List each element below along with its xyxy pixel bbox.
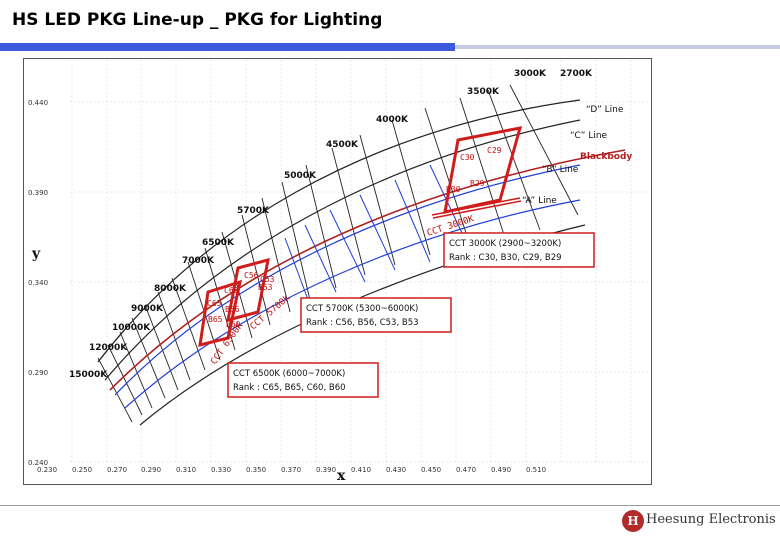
cct-label: 5700K: [237, 206, 270, 216]
rank-label: C60: [224, 286, 239, 295]
rank-label: C30: [460, 153, 475, 162]
a-line-label: “A” Line: [522, 196, 557, 206]
cct-label: 9000K: [131, 304, 164, 314]
title-underline-bar: [0, 43, 455, 51]
highlight-boxes: [198, 126, 523, 348]
cct-label: 2700K: [560, 69, 593, 79]
cct-label: 7000K: [182, 256, 215, 266]
x-tick-labels: 0.230 0.250 0.270 0.290 0.310 0.330 0.35…: [37, 466, 546, 474]
rank-label: B65: [208, 315, 223, 324]
d-line-label: “D” Line: [586, 105, 624, 115]
y-tick-labels: 0.440 0.390 0.340 0.290 0.240: [28, 99, 48, 467]
callout-line: CCT 5700K (5300~6000K): [306, 304, 418, 314]
callout-cct5700: CCT 5700K (5300~6000K) Rank : C56, B56, …: [300, 297, 452, 333]
rank-label: B60: [226, 320, 241, 329]
x-tick: 0.290: [141, 466, 161, 474]
callout-cct3000: CCT 3000K (2900~3200K) Rank : C30, B30, …: [443, 232, 595, 268]
rank-label: B30: [446, 185, 461, 194]
cct-label: 3500K: [467, 87, 500, 97]
x-tick: 0.330: [211, 466, 231, 474]
x-tick: 0.430: [386, 466, 406, 474]
highlight-pointer-lines: [431, 197, 522, 219]
company-name: Heesung Electronis: [646, 512, 776, 527]
rank-label: C65: [207, 299, 222, 308]
bin-grid: [284, 164, 471, 306]
title-underline-bar-light: [455, 45, 780, 49]
callout-cct6500: CCT 6500K (6000~7000K) Rank : C65, B65, …: [227, 362, 379, 398]
footer-divider: [0, 505, 780, 506]
y-tick: 0.240: [28, 459, 48, 467]
y-tick: 0.290: [28, 369, 48, 377]
cct-label: 15000K: [69, 370, 108, 380]
rank-label: B53: [258, 283, 273, 292]
cct-label: 4000K: [376, 115, 409, 125]
cct-label: 12000K: [89, 343, 128, 353]
page-title: HS LED PKG Line-up _ PKG for Lighting: [12, 10, 383, 30]
cct-label: 10000K: [112, 323, 151, 333]
cct-label: 8000K: [154, 284, 187, 294]
b-line-label: “B” Line: [542, 165, 579, 175]
x-tick: 0.250: [72, 466, 92, 474]
y-tick: 0.390: [28, 189, 48, 197]
x-tick: 0.310: [176, 466, 196, 474]
cct3000-bin-box: [443, 126, 523, 214]
cct-label: 3000K: [514, 69, 547, 79]
x-tick: 0.350: [246, 466, 266, 474]
x-tick: 0.390: [316, 466, 336, 474]
y-axis-label: y: [31, 246, 41, 262]
x-axis-label: x: [337, 468, 346, 484]
blackbody-curve: [109, 149, 626, 391]
callout-line: Rank : C65, B65, C60, B60: [233, 383, 346, 393]
rank-label: B29: [470, 179, 485, 188]
x-tick: 0.490: [491, 466, 511, 474]
rank-label: C56: [244, 271, 259, 280]
cct-label: 5000K: [284, 171, 317, 181]
cct6500-bin-box: [198, 279, 243, 348]
x-tick: 0.230: [37, 466, 57, 474]
rank-label: C29: [487, 146, 502, 155]
rank-labels: C30 C29 B30 B29 C56 C53 C60 B53 C65 B56 …: [207, 146, 502, 329]
x-tick: 0.410: [351, 466, 371, 474]
callout-line: Rank : C30, B30, C29, B29: [449, 253, 562, 263]
callout-line: CCT 6500K (6000~7000K): [233, 369, 345, 379]
cct-labels: 2700K 3000K 3500K 4000K 4500K 5000K 5700…: [69, 69, 593, 380]
rank-label: B56: [225, 305, 240, 314]
rank-label: C53: [260, 275, 275, 284]
c-line-label: “C” Line: [570, 131, 608, 141]
cct-label: 6500K: [202, 238, 235, 248]
x-tick: 0.470: [456, 466, 476, 474]
company-logo: H: [622, 510, 644, 532]
callout-line: CCT 3000K (2900~3200K): [449, 239, 561, 249]
y-tick: 0.440: [28, 99, 48, 107]
y-tick: 0.340: [28, 279, 48, 287]
locus-labels: “D” Line “C” Line “B” Line “A” Line: [522, 105, 624, 206]
cct5700-bin-box: [226, 257, 270, 323]
x-tick: 0.370: [281, 466, 301, 474]
x-tick: 0.450: [421, 466, 441, 474]
x-tick: 0.270: [107, 466, 127, 474]
x-tick: 0.510: [526, 466, 546, 474]
blackbody-label: Blackbody: [580, 152, 632, 162]
callout-line: Rank : C56, B56, C53, B53: [306, 318, 419, 328]
cct-label: 4500K: [326, 140, 359, 150]
